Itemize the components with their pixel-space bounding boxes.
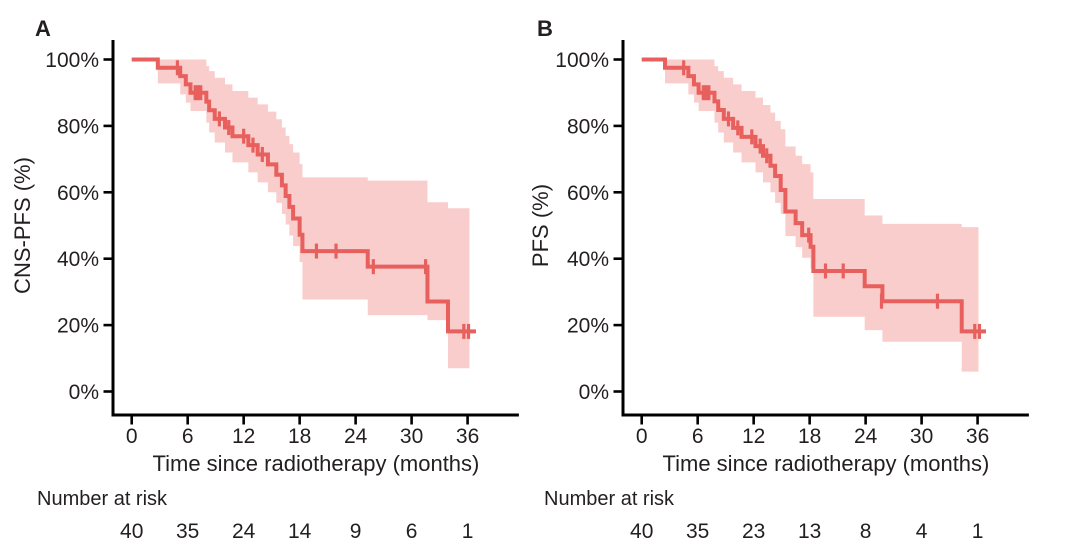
risk-count: 23	[742, 520, 765, 543]
risk-count: 8	[860, 520, 872, 543]
risk-count: 35	[686, 520, 709, 543]
x-tick-label: 24	[344, 425, 368, 448]
risk-count: 35	[176, 520, 199, 543]
x-tick-label: 36	[966, 425, 989, 448]
risk-count: 9	[350, 520, 362, 543]
risk-count: 6	[406, 520, 418, 543]
y-tick-label: 40%	[57, 248, 99, 271]
y-tick-label: 100%	[45, 49, 99, 72]
x-tick-label: 18	[288, 425, 311, 448]
risk-count: 40	[630, 520, 653, 543]
y-tick-label: 20%	[57, 315, 99, 338]
x-tick-label: 30	[400, 425, 423, 448]
risk-count: 24	[232, 520, 256, 543]
y-tick-label: 60%	[57, 182, 99, 205]
panel-a: 0 6 12 18 24 30 36 0% 20% 40% 60% 80% 100% A CNS-PFS (…	[10, 16, 519, 543]
y-tick-label: 80%	[567, 115, 609, 138]
risk-count: 14	[288, 520, 312, 543]
confidence-band	[157, 59, 470, 369]
risk-count: 40	[120, 520, 143, 543]
panel-label: A	[35, 16, 51, 41]
risk-table-label: Number at risk	[37, 488, 168, 510]
x-tick-label: 12	[232, 425, 255, 448]
y-tick-label: 0%	[69, 381, 99, 404]
risk-table-label: Number at risk	[544, 488, 675, 510]
y-tick-label: 40%	[567, 248, 609, 271]
confidence-band	[665, 59, 979, 372]
x-axis-title: Time since radiotherapy (months)	[153, 451, 480, 476]
y-tick-label: 0%	[579, 381, 609, 404]
x-tick-label: 30	[910, 425, 933, 448]
y-tick-label: 60%	[567, 182, 609, 205]
x-tick-label: 0	[636, 425, 648, 448]
x-axis-title: Time since radiotherapy (months)	[663, 451, 990, 476]
y-axis-title: PFS (%)	[528, 184, 553, 267]
y-tick-label: 80%	[57, 115, 99, 138]
panel-label: B	[537, 16, 553, 41]
x-tick-label: 0	[126, 425, 138, 448]
risk-count: 4	[916, 520, 928, 543]
risk-count: 1	[462, 520, 474, 543]
y-tick-label: 100%	[555, 49, 609, 72]
x-tick-label: 36	[456, 425, 479, 448]
x-tick-label: 6	[692, 425, 704, 448]
risk-count: 1	[972, 520, 984, 543]
x-tick-label: 6	[182, 425, 194, 448]
x-tick-label: 12	[742, 425, 765, 448]
x-tick-label: 18	[798, 425, 821, 448]
y-axis-title: CNS-PFS (%)	[10, 157, 35, 294]
risk-count: 13	[798, 520, 821, 543]
x-tick-label: 24	[854, 425, 878, 448]
y-tick-label: 20%	[567, 315, 609, 338]
